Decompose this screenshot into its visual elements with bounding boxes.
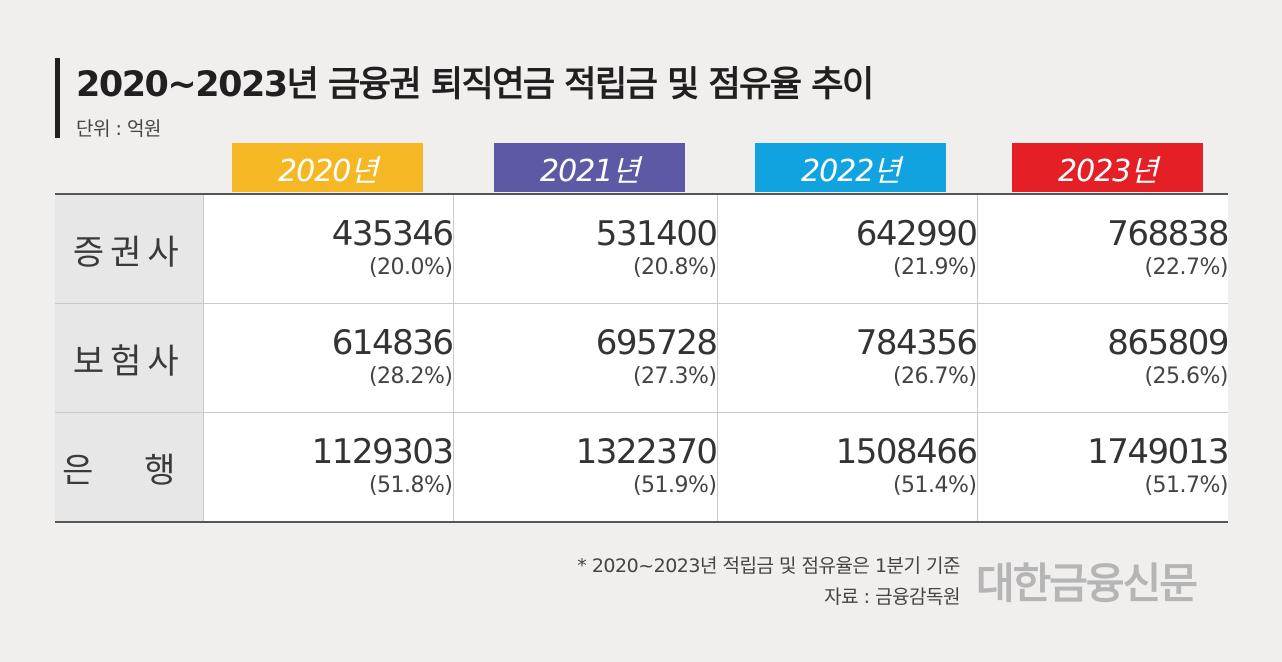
cell-share: (20.8%) bbox=[632, 255, 717, 280]
data-cell: 1129303 (51.8%) bbox=[202, 412, 454, 523]
cell-value: 435346 bbox=[331, 214, 454, 254]
cell-share: (27.3%) bbox=[632, 364, 717, 389]
cell-value: 784356 bbox=[855, 323, 978, 363]
brand-logo: 대한금융신문 bbox=[976, 559, 1198, 608]
cell-share: (26.7%) bbox=[892, 364, 977, 389]
year-header-2022: 2022년 bbox=[755, 143, 946, 192]
cell-share: (51.4%) bbox=[892, 473, 977, 498]
cell-share: (22.7%) bbox=[1144, 255, 1228, 280]
row-header: 은 행 bbox=[55, 412, 203, 523]
cell-value: 531400 bbox=[595, 214, 718, 254]
cell-value: 1322370 bbox=[575, 432, 718, 472]
cell-value: 614836 bbox=[331, 323, 454, 363]
cell-value: 1749013 bbox=[1087, 432, 1229, 472]
cell-value: 1129303 bbox=[311, 432, 454, 472]
data-cell: 865809 (25.6%) bbox=[976, 303, 1229, 413]
table-row: 보험사 614836 (28.2%) 695728 (27.3%) 784356 (2… bbox=[55, 303, 1229, 413]
cell-value: 642990 bbox=[855, 214, 978, 254]
unit-label: 단위 : 억원 bbox=[76, 118, 161, 140]
table-row: 증권사 435346 (20.0%) 531400 (20.8%) 642990 (2… bbox=[55, 193, 1229, 304]
data-cell: 784356 (26.7%) bbox=[716, 303, 978, 413]
cell-share: (20.0%) bbox=[368, 255, 453, 280]
year-header-2020: 2020년 bbox=[232, 143, 423, 192]
title-accent-bar bbox=[55, 58, 60, 138]
cell-value: 695728 bbox=[595, 323, 718, 363]
cell-share: (51.9%) bbox=[632, 473, 717, 498]
data-cell: 1508466 (51.4%) bbox=[716, 412, 978, 523]
table-row: 은 행 1129303 (51.8%) 1322370 (51.9%) 150846… bbox=[55, 412, 1229, 523]
data-cell: 1749013 (51.7%) bbox=[976, 412, 1229, 523]
data-cell: 435346 (20.0%) bbox=[202, 193, 454, 304]
data-cell: 695728 (27.3%) bbox=[452, 303, 718, 413]
year-header-2021: 2021년 bbox=[494, 143, 685, 192]
cell-share: (21.9%) bbox=[892, 255, 977, 280]
cell-value: 865809 bbox=[1107, 323, 1229, 363]
cell-value: 768838 bbox=[1107, 214, 1229, 254]
cell-share: (51.8%) bbox=[368, 473, 453, 498]
data-cell: 614836 (28.2%) bbox=[202, 303, 454, 413]
cell-share: (28.2%) bbox=[368, 364, 453, 389]
data-cell: 531400 (20.8%) bbox=[452, 193, 718, 304]
footnote-source: 자료 : 금융감독원 bbox=[824, 586, 960, 608]
year-header-2023: 2023년 bbox=[1012, 143, 1203, 192]
data-cell: 642990 (21.9%) bbox=[716, 193, 978, 304]
cell-value: 1508466 bbox=[835, 432, 978, 472]
data-cell: 768838 (22.7%) bbox=[976, 193, 1229, 304]
footnote: * 2020~2023년 적립금 및 점유율은 1분기 기준 자료 : 금융감독… bbox=[577, 551, 960, 613]
row-header: 보험사 bbox=[55, 303, 203, 413]
row-header: 증권사 bbox=[55, 193, 203, 304]
cell-share: (25.6%) bbox=[1144, 364, 1228, 389]
cell-share: (51.7%) bbox=[1144, 473, 1228, 498]
data-cell: 1322370 (51.9%) bbox=[452, 412, 718, 523]
chart-title: 2020~2023년 금융권 퇴직연금 적립금 및 점유율 추이 bbox=[76, 65, 874, 105]
data-table: 증권사 435346 (20.0%) 531400 (20.8%) 642990 (2… bbox=[55, 193, 1229, 523]
footnote-basis: * 2020~2023년 적립금 및 점유율은 1분기 기준 bbox=[577, 555, 960, 577]
